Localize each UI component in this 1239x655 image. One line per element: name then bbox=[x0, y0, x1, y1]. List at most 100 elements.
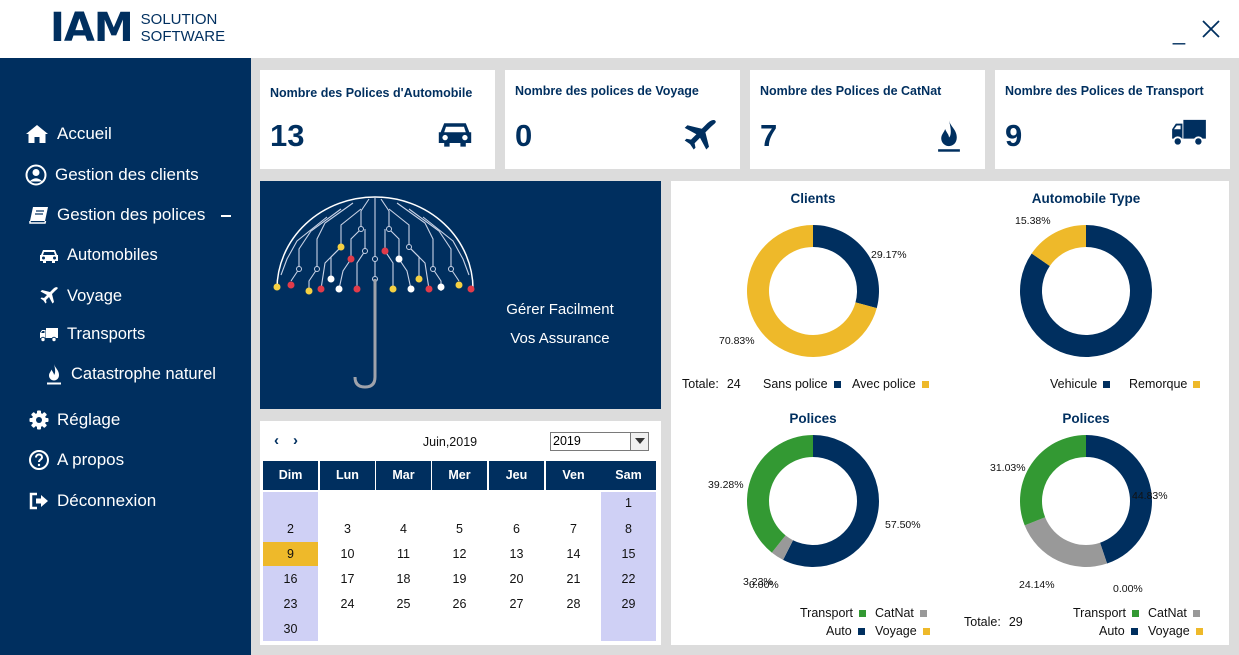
sidebar-item-label: Accueil bbox=[57, 124, 112, 143]
legend-label: Remorque bbox=[1129, 377, 1188, 391]
minimize-button[interactable]: _ bbox=[1172, 20, 1186, 45]
umbrella-circuit-illustration bbox=[273, 196, 475, 389]
legend-swatch bbox=[1192, 609, 1200, 617]
calendar-day[interactable]: 4 bbox=[400, 522, 407, 536]
sidebar-item-catastrophe[interactable]: Catastrophe naturel bbox=[45, 363, 216, 385]
calendar-day[interactable]: 3 bbox=[344, 522, 351, 536]
calendar-day[interactable]: 8 bbox=[625, 522, 632, 536]
slice-percent-label: 15.38% bbox=[1015, 215, 1051, 227]
kpi-value: 7 bbox=[760, 118, 778, 153]
calendar-day[interactable]: 16 bbox=[283, 572, 298, 586]
plane-icon bbox=[684, 119, 716, 150]
calendar-day[interactable]: 17 bbox=[340, 572, 355, 586]
sidebar-item-deconnexion[interactable]: Déconnexion bbox=[29, 491, 156, 511]
car-icon bbox=[40, 249, 58, 263]
slice-percent-label: 39.28% bbox=[708, 479, 744, 491]
charts-panel: Clients 29.17% 70.83% Sans police Avec polic… bbox=[671, 181, 1229, 645]
sidebar-item-apropos[interactable]: A propos bbox=[29, 450, 124, 470]
sidebar-item-label: Catastrophe naturel bbox=[71, 364, 216, 383]
donut-chart bbox=[1020, 435, 1152, 567]
calendar-day[interactable]: 15 bbox=[621, 547, 636, 561]
legend-item: Avec police bbox=[852, 377, 929, 391]
donut-chart bbox=[747, 225, 879, 357]
sidebar-item-label: Automobiles bbox=[67, 246, 158, 264]
legend-label: Avec police bbox=[852, 377, 916, 391]
chevron-down-icon[interactable] bbox=[630, 433, 648, 450]
donut-slice bbox=[771, 535, 794, 560]
calendar-day[interactable]: 10 bbox=[340, 547, 355, 561]
sidebar-item-label: Gestion des polices bbox=[57, 205, 206, 224]
calendar-day[interactable]: 1 bbox=[625, 496, 632, 510]
truck-icon bbox=[40, 327, 58, 342]
calendar-weekday-header: Mer bbox=[432, 461, 487, 490]
sidebar-item-reglage[interactable]: Réglage bbox=[29, 410, 120, 430]
chart-title: Clients bbox=[790, 191, 836, 206]
kpi-card-voyage: Nombre des polices de Voyage 0 bbox=[505, 70, 740, 169]
user-icon bbox=[25, 164, 47, 186]
calendar-day[interactable]: 11 bbox=[397, 547, 410, 561]
kpi-value: 9 bbox=[1005, 118, 1023, 153]
calendar-day[interactable]: 2 bbox=[287, 522, 294, 536]
sidebar-item-clients[interactable]: Gestion des clients bbox=[25, 164, 199, 186]
calendar-day[interactable]: 27 bbox=[509, 597, 524, 611]
legend-item: CatNat bbox=[1148, 606, 1200, 620]
calendar-day[interactable]: 21 bbox=[566, 572, 581, 586]
calendar-day[interactable]: 23 bbox=[283, 597, 298, 611]
calendar-day[interactable]: 29 bbox=[621, 597, 636, 611]
calendar-weekday-header: Jeu bbox=[489, 461, 544, 490]
legend-swatch bbox=[1103, 380, 1111, 388]
year-select[interactable]: 2019 bbox=[550, 432, 649, 451]
slice-percent-label: 31.03% bbox=[990, 462, 1026, 474]
calendar-day[interactable]: 12 bbox=[452, 547, 467, 561]
sidebar-item-accueil[interactable]: Accueil bbox=[25, 124, 112, 144]
legend-swatch bbox=[1195, 627, 1203, 635]
kpi-title: Nombre des polices de Voyage bbox=[515, 84, 699, 98]
calendar-day[interactable]: 25 bbox=[396, 597, 411, 611]
calendar-day[interactable]: 18 bbox=[396, 572, 411, 586]
chart-total-value: 24 bbox=[726, 377, 741, 391]
chart-total: Totale: 29 bbox=[964, 615, 1023, 629]
slice-percent-label: 0.00% bbox=[749, 579, 779, 591]
close-button[interactable] bbox=[1200, 18, 1222, 40]
legend-swatch bbox=[919, 609, 927, 617]
calendar-day[interactable]: 30 bbox=[283, 622, 298, 636]
collapse-icon[interactable] bbox=[221, 215, 231, 217]
legend-swatch bbox=[1130, 627, 1138, 635]
donut-chart bbox=[747, 435, 879, 567]
chart-total-label: Totale: bbox=[964, 615, 1001, 629]
slice-percent-label: 57.50% bbox=[885, 519, 921, 531]
calendar-day[interactable]: 14 bbox=[566, 547, 581, 561]
calendar-day[interactable]: 9 bbox=[263, 542, 318, 566]
calendar-day[interactable]: 7 bbox=[570, 522, 577, 536]
sidebar-item-transports[interactable]: Transports bbox=[39, 325, 145, 344]
calendar-day[interactable]: 26 bbox=[452, 597, 467, 611]
legend-swatch bbox=[1132, 609, 1140, 617]
kpi-card-transport: Nombre des Polices de Transport 9 bbox=[995, 70, 1230, 169]
calendar-day[interactable]: 22 bbox=[621, 572, 636, 586]
sidebar-item-voyage[interactable]: Voyage bbox=[39, 286, 122, 306]
legend-item: Vehicule bbox=[1050, 377, 1111, 391]
sidebar-item-automobiles[interactable]: Automobiles bbox=[39, 246, 158, 265]
banner: Gérer Facilment Vos Assurance bbox=[260, 181, 661, 409]
legend-item: CatNat bbox=[875, 606, 927, 620]
chart-total-label: Totale: bbox=[682, 377, 719, 391]
calendar-day[interactable]: 19 bbox=[452, 572, 467, 586]
calendar-day[interactable]: 20 bbox=[509, 572, 524, 586]
logo-main: IAM bbox=[50, 5, 134, 51]
calendar-next-button[interactable]: › bbox=[293, 432, 298, 449]
legend-swatch bbox=[833, 380, 841, 388]
kpi-title: Nombre des Polices d'Automobile bbox=[270, 86, 473, 100]
calendar-day[interactable]: 24 bbox=[340, 597, 355, 611]
calendar-day[interactable]: 28 bbox=[566, 597, 581, 611]
calendar-prev-button[interactable]: ‹ bbox=[274, 432, 279, 449]
calendar-day[interactable]: 5 bbox=[456, 522, 463, 536]
sidebar-item-polices[interactable]: Gestion des polices bbox=[29, 205, 205, 225]
sidebar-item-label: Déconnexion bbox=[57, 491, 157, 510]
calendar-day[interactable]: 6 bbox=[513, 522, 520, 536]
logo: IAM SOLUTION SOFTWARE bbox=[50, 8, 225, 48]
calendar-weekday-header: Ven bbox=[546, 461, 601, 490]
legend-label: Transport bbox=[800, 606, 854, 620]
calendar-day[interactable]: 13 bbox=[509, 547, 524, 561]
legend-swatch bbox=[857, 627, 865, 635]
donut-slice bbox=[1031, 225, 1086, 266]
